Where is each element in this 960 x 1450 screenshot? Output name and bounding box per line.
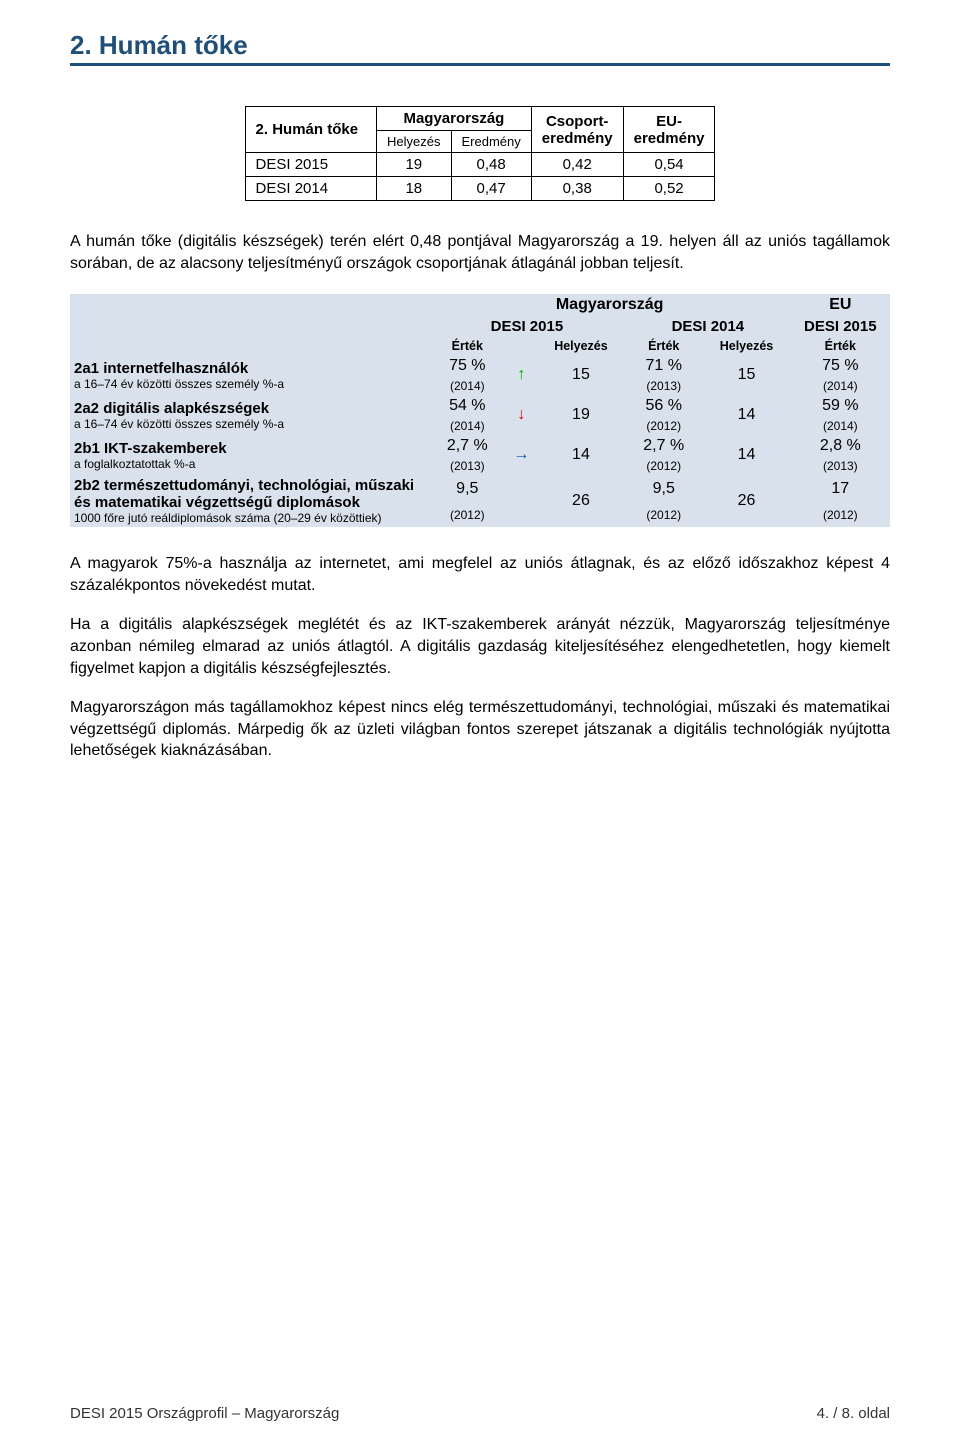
summary-eu: 0,54 <box>623 153 715 177</box>
detail-col-value: Érték <box>625 337 702 355</box>
summary-score: 0,47 <box>451 177 531 201</box>
indicator-name: 2b2 természettudományi, technológiai, mű… <box>74 477 425 511</box>
page-footer: DESI 2015 Országprofil – Magyarország 4.… <box>70 1405 890 1422</box>
summary-rank: 18 <box>377 177 451 201</box>
detail-col-value: Érték <box>429 337 506 355</box>
summary-score: 0,48 <box>451 153 531 177</box>
summary-rank: 19 <box>377 153 451 177</box>
value-2015: 54 % <box>429 395 506 417</box>
indicator-name: 2a1 internetfelhasználók <box>74 360 425 377</box>
summary-group: 0,38 <box>531 177 623 201</box>
body-paragraph: Magyarországon más tagállamokhoz képest … <box>70 697 890 762</box>
detail-row: 2b2 természettudományi, technológiai, mű… <box>70 475 890 504</box>
value-2014: 2,7 % <box>625 435 702 457</box>
detail-table-wrap: Magyarország EU DESI 2015 DESI 2014 DESI… <box>70 294 890 527</box>
summary-row-label: 2. Humán tőke <box>245 107 377 153</box>
value-2014-year: (2012) <box>625 504 702 527</box>
footer-right: 4. / 8. oldal <box>817 1405 890 1422</box>
value-eu: 2,8 % <box>791 435 890 457</box>
detail-year-2015: DESI 2015 <box>429 316 625 337</box>
value-eu: 59 % <box>791 395 890 417</box>
value-2015-year: (2012) <box>429 504 506 527</box>
detail-year-eu: DESI 2015 <box>791 316 890 337</box>
summary-country-header: Magyarország <box>377 107 532 131</box>
value-eu-year: (2014) <box>791 417 890 435</box>
value-eu-year: (2012) <box>791 504 890 527</box>
rank-2015: 15 <box>537 355 625 395</box>
summary-group: 0,42 <box>531 153 623 177</box>
rank-2015: 26 <box>537 475 625 527</box>
summary-col-rank: Helyezés <box>377 131 451 153</box>
value-2015: 75 % <box>429 355 506 377</box>
indicator-name: 2b1 IKT-szakemberek <box>74 440 425 457</box>
detail-table: Magyarország EU DESI 2015 DESI 2014 DESI… <box>70 294 890 527</box>
value-eu: 75 % <box>791 355 890 377</box>
detail-col-rank: Helyezés <box>702 337 790 355</box>
value-2014: 9,5 <box>625 475 702 504</box>
footer-left: DESI 2015 Országprofil – Magyarország <box>70 1405 339 1422</box>
value-2015-year: (2014) <box>429 377 506 395</box>
indicator-sub: 1000 főre jutó reáldiplomások száma (20–… <box>74 511 425 525</box>
rank-2014: 26 <box>702 475 790 527</box>
value-2014-year: (2012) <box>625 457 702 475</box>
summary-table: 2. Humán tőke Magyarország Csoport-eredm… <box>245 106 716 201</box>
value-2014-year: (2012) <box>625 417 702 435</box>
detail-row: 2a1 internetfelhasználók a 16–74 év közö… <box>70 355 890 377</box>
rank-2014: 14 <box>702 395 790 435</box>
detail-col-rank: Helyezés <box>537 337 625 355</box>
rank-2015: 14 <box>537 435 625 475</box>
summary-row: DESI 2014 18 0,47 0,38 0,52 <box>245 177 715 201</box>
value-eu: 17 <box>791 475 890 504</box>
indicator-sub: a 16–74 év közötti összes személy %-a <box>74 377 425 391</box>
detail-eu-header: EU <box>791 294 890 316</box>
summary-group-header: Csoport-eredmény <box>531 107 623 153</box>
detail-row: 2a2 digitális alapkészségek a 16–74 év k… <box>70 395 890 417</box>
value-2015-year: (2013) <box>429 457 506 475</box>
intro-paragraph: A humán tőke (digitális készségek) terén… <box>70 231 890 274</box>
body-paragraph: A magyarok 75%-a használja az internetet… <box>70 553 890 596</box>
summary-eu: 0,52 <box>623 177 715 201</box>
arrow-down-icon: ↓ <box>517 406 525 423</box>
detail-country-header: Magyarország <box>429 294 791 316</box>
value-2014: 56 % <box>625 395 702 417</box>
value-2015-year: (2014) <box>429 417 506 435</box>
indicator-sub: a 16–74 év közötti összes személy %-a <box>74 417 425 431</box>
rank-2015: 19 <box>537 395 625 435</box>
detail-row: 2b1 IKT-szakemberek a foglalkoztatottak … <box>70 435 890 457</box>
arrow-up-icon: ↑ <box>517 366 525 383</box>
value-eu-year: (2013) <box>791 457 890 475</box>
arrow-flat-icon: → <box>513 446 529 463</box>
value-2014: 71 % <box>625 355 702 377</box>
body-paragraph: Ha a digitális alapkészségek meglétét és… <box>70 614 890 679</box>
indicator-name: 2a2 digitális alapkészségek <box>74 400 425 417</box>
detail-year-2014: DESI 2014 <box>625 316 791 337</box>
value-2015: 9,5 <box>429 475 506 504</box>
summary-year: DESI 2014 <box>245 177 377 201</box>
value-2015: 2,7 % <box>429 435 506 457</box>
value-2014-year: (2013) <box>625 377 702 395</box>
summary-row: DESI 2015 19 0,48 0,42 0,54 <box>245 153 715 177</box>
summary-col-score: Eredmény <box>451 131 531 153</box>
rank-2014: 15 <box>702 355 790 395</box>
indicator-sub: a foglalkoztatottak %-a <box>74 457 425 471</box>
value-eu-year: (2014) <box>791 377 890 395</box>
rank-2014: 14 <box>702 435 790 475</box>
detail-col-value: Érték <box>791 337 890 355</box>
section-heading: 2. Humán tőke <box>70 30 890 66</box>
summary-year: DESI 2015 <box>245 153 377 177</box>
summary-eu-header: EU-eredmény <box>623 107 715 153</box>
